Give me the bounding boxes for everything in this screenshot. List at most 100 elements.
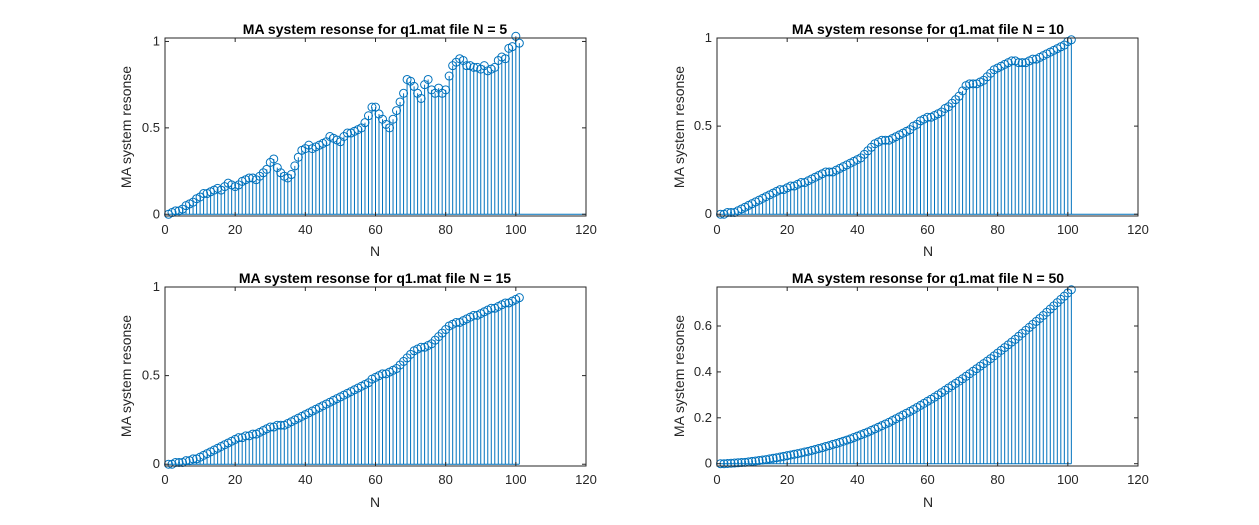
y-axis-label: MA system resonse xyxy=(671,315,687,437)
x-tick-label: 40 xyxy=(298,222,312,237)
stem-marker xyxy=(800,447,810,457)
x-tick-label: 120 xyxy=(575,472,597,487)
x-tick-label: 40 xyxy=(850,222,864,237)
stem-marker xyxy=(181,456,191,466)
stem-marker xyxy=(272,420,282,430)
stem-marker xyxy=(342,128,352,138)
x-tick-label: 120 xyxy=(1127,472,1149,487)
x-tick-label: 80 xyxy=(438,222,452,237)
stem-marker xyxy=(751,456,761,466)
stem-marker xyxy=(395,97,405,107)
stem-marker xyxy=(416,93,426,103)
stem-marker xyxy=(758,455,768,465)
x-axis-label: N xyxy=(923,494,933,510)
stem-series xyxy=(164,293,524,469)
stem-marker xyxy=(775,452,785,462)
stem-marker xyxy=(821,441,831,451)
stem-marker xyxy=(1014,58,1024,68)
x-tick-label: 80 xyxy=(990,222,1004,237)
stem-marker xyxy=(754,455,764,465)
stem-marker xyxy=(462,61,472,71)
x-tick-label: 80 xyxy=(990,472,1004,487)
y-tick-label: 0 xyxy=(705,206,712,221)
stem-marker xyxy=(265,422,275,432)
stem-marker xyxy=(1007,56,1017,66)
stem-marker xyxy=(234,433,244,443)
stem-marker xyxy=(248,429,258,439)
stem-marker xyxy=(768,453,778,463)
stem-marker xyxy=(779,451,789,461)
stem-marker xyxy=(796,448,806,458)
y-tick-label: 1 xyxy=(705,30,712,45)
stem-marker xyxy=(782,451,792,461)
stem-marker xyxy=(817,443,827,453)
y-tick-label: 0 xyxy=(153,456,160,471)
stem-marker xyxy=(385,123,395,133)
x-tick-label: 40 xyxy=(850,472,864,487)
x-tick-label: 80 xyxy=(438,472,452,487)
subplot-n15: MA system resonse for q1.mat file N = 15… xyxy=(118,270,597,510)
stem-marker xyxy=(490,62,500,72)
subplot-title: MA system resonse for q1.mat file N = 15 xyxy=(239,270,511,286)
stem-marker xyxy=(500,298,510,308)
x-tick-label: 60 xyxy=(368,222,382,237)
stem-marker xyxy=(262,164,272,174)
stem-marker xyxy=(514,293,524,303)
stem-marker xyxy=(880,135,890,145)
stem-marker xyxy=(500,54,510,64)
x-tick-label: 60 xyxy=(920,472,934,487)
stem-marker xyxy=(965,79,975,89)
y-tick-label: 0.6 xyxy=(694,318,712,333)
x-tick-label: 20 xyxy=(780,222,794,237)
x-tick-label: 100 xyxy=(505,222,527,237)
stem-marker xyxy=(786,181,796,191)
stem-marker xyxy=(737,458,747,468)
stem-marker xyxy=(761,455,771,465)
stem-marker xyxy=(392,106,402,116)
stem-marker xyxy=(360,118,370,128)
stem-series xyxy=(164,31,586,219)
stem-marker xyxy=(796,178,806,188)
stem-marker xyxy=(803,446,813,456)
x-tick-label: 20 xyxy=(228,222,242,237)
subplot-n50: MA system resonse for q1.mat file N = 50… xyxy=(671,270,1149,510)
stem-marker xyxy=(441,85,451,95)
stem-marker xyxy=(726,458,736,468)
stem-marker xyxy=(416,342,426,352)
stem-marker xyxy=(765,454,775,464)
x-tick-label: 120 xyxy=(575,222,597,237)
y-tick-label: 1 xyxy=(153,279,160,294)
stem-marker xyxy=(469,62,479,72)
y-tick-label: 0.4 xyxy=(694,364,712,379)
stem-marker xyxy=(814,444,824,454)
stem-marker xyxy=(241,431,251,441)
stem-marker xyxy=(290,161,300,171)
stem-marker xyxy=(968,79,978,89)
x-tick-label: 20 xyxy=(780,472,794,487)
stem-series xyxy=(716,285,1076,469)
stem-marker xyxy=(244,173,254,183)
stem-series xyxy=(716,35,1138,219)
stem-marker xyxy=(786,450,796,460)
stem-marker xyxy=(810,444,820,454)
x-axis-label: N xyxy=(923,243,933,259)
stem-marker xyxy=(807,445,817,455)
stem-marker xyxy=(293,152,303,162)
stem-marker xyxy=(828,439,838,449)
y-axis-label: MA system resonse xyxy=(118,315,134,437)
stem-marker xyxy=(824,441,834,451)
stem-marker xyxy=(877,135,887,145)
stem-marker xyxy=(507,42,517,52)
stem-marker xyxy=(444,71,454,81)
stem-marker xyxy=(1028,54,1038,64)
stem-marker xyxy=(388,114,398,124)
x-tick-label: 120 xyxy=(1127,222,1149,237)
subplot-title: MA system resonse for q1.mat file N = 50 xyxy=(792,270,1064,286)
subplot-title: MA system resonse for q1.mat file N = 10 xyxy=(792,21,1064,37)
x-tick-label: 40 xyxy=(298,472,312,487)
stem-marker xyxy=(775,185,785,195)
stem-marker xyxy=(367,102,377,112)
stem-marker xyxy=(171,206,181,216)
stem-marker xyxy=(363,111,373,121)
